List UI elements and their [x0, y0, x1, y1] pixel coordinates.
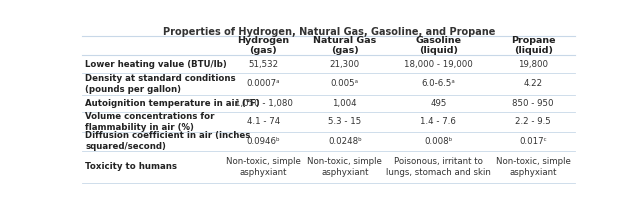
Text: Non-toxic, simple
asphyxiant: Non-toxic, simple asphyxiant: [226, 157, 301, 177]
Text: Properties of Hydrogen, Natural Gas, Gasoline, and Propane: Properties of Hydrogen, Natural Gas, Gas…: [163, 28, 495, 37]
Text: Propane
(liquid): Propane (liquid): [511, 36, 556, 55]
Text: 850 - 950: 850 - 950: [513, 99, 554, 108]
Text: 6.0-6.5ᵃ: 6.0-6.5ᵃ: [422, 79, 455, 88]
Text: 1.4 - 7.6: 1.4 - 7.6: [420, 117, 456, 126]
Text: 0.008ᵇ: 0.008ᵇ: [424, 137, 452, 146]
Text: Diffusion coefficient in air (inches
squared/second): Diffusion coefficient in air (inches squ…: [86, 131, 251, 151]
Text: Lower heating value (BTU/lb): Lower heating value (BTU/lb): [86, 60, 227, 69]
Text: 0.0007ᵃ: 0.0007ᵃ: [247, 79, 280, 88]
Text: 1,050 - 1,080: 1,050 - 1,080: [234, 99, 292, 108]
Text: 21,300: 21,300: [330, 60, 360, 69]
Text: Non-toxic, simple
asphyxiant: Non-toxic, simple asphyxiant: [307, 157, 382, 177]
Text: 0.0248ᵇ: 0.0248ᵇ: [328, 137, 362, 146]
Text: 5.3 - 15: 5.3 - 15: [328, 117, 362, 126]
Text: 19,800: 19,800: [518, 60, 548, 69]
Text: 0.017ᶜ: 0.017ᶜ: [519, 137, 547, 146]
Text: 2.2 - 9.5: 2.2 - 9.5: [515, 117, 551, 126]
Text: 18,000 - 19,000: 18,000 - 19,000: [404, 60, 473, 69]
Text: Natural Gas
(gas): Natural Gas (gas): [313, 36, 376, 55]
Text: 0.005ᵃ: 0.005ᵃ: [331, 79, 359, 88]
Text: Non-toxic, simple
asphyxiant: Non-toxic, simple asphyxiant: [496, 157, 571, 177]
Text: 51,532: 51,532: [248, 60, 278, 69]
Text: Toxicity to humans: Toxicity to humans: [86, 162, 177, 171]
Text: 0.0946ᵇ: 0.0946ᵇ: [246, 137, 280, 146]
Text: Autoignition temperature in air (°F): Autoignition temperature in air (°F): [86, 99, 260, 108]
Text: Density at standard conditions
(pounds per gallon): Density at standard conditions (pounds p…: [86, 74, 236, 94]
Text: 4.1 - 74: 4.1 - 74: [247, 117, 280, 126]
Text: Volume concentrations for
flammability in air (%): Volume concentrations for flammability i…: [86, 112, 215, 132]
Text: Poisonous, irritant to
lungs, stomach and skin: Poisonous, irritant to lungs, stomach an…: [386, 157, 491, 177]
Text: 495: 495: [430, 99, 447, 108]
Text: Gasoline
(liquid): Gasoline (liquid): [415, 36, 461, 55]
Text: 1,004: 1,004: [332, 99, 357, 108]
Text: 4.22: 4.22: [524, 79, 543, 88]
Text: Hydrogen
(gas): Hydrogen (gas): [237, 36, 289, 55]
